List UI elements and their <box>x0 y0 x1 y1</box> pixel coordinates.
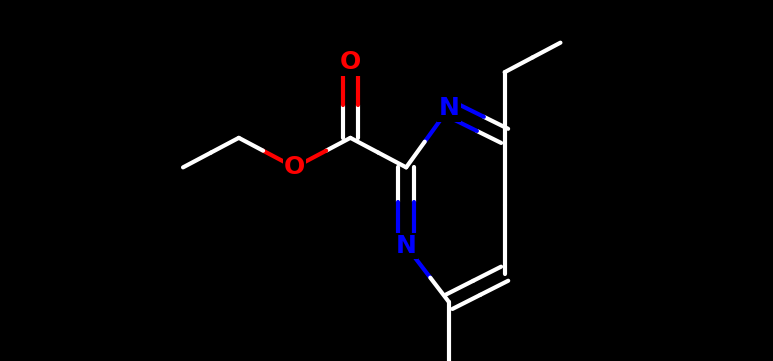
Text: N: N <box>396 234 417 258</box>
Text: N: N <box>438 96 459 120</box>
Text: O: O <box>284 155 305 179</box>
Text: O: O <box>340 50 361 74</box>
